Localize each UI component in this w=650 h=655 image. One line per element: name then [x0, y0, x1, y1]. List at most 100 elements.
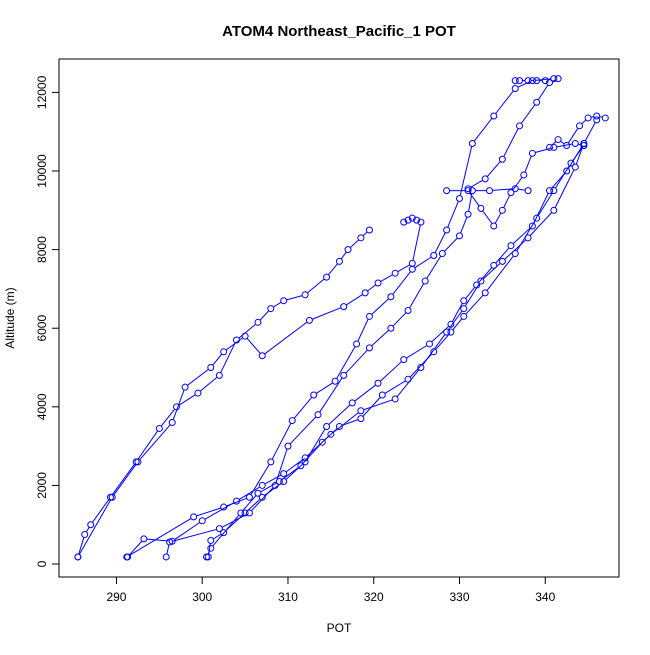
data-point — [207, 544, 215, 552]
series-line-segment — [529, 212, 553, 236]
data-point — [554, 136, 562, 144]
data-point — [533, 77, 541, 85]
data-point — [134, 458, 142, 466]
data-point — [524, 187, 532, 195]
data-point — [447, 328, 455, 336]
data-point — [335, 257, 343, 265]
data-point — [460, 297, 468, 305]
data-point — [365, 226, 373, 234]
series-line-segment — [281, 467, 299, 481]
series-line-segment — [264, 321, 308, 355]
data-point — [166, 538, 174, 546]
data-point — [498, 206, 506, 214]
y-axis-label: Altitude (m) — [3, 287, 17, 348]
series-1 — [74, 226, 373, 561]
data-point — [374, 379, 382, 387]
data-point — [490, 222, 498, 230]
data-point — [550, 75, 558, 83]
series-line-segment — [363, 399, 393, 411]
x-axis-label: POT — [327, 621, 352, 635]
data-point — [81, 531, 89, 539]
data-point — [528, 149, 536, 157]
series-line-segment — [345, 294, 363, 306]
data-point — [254, 489, 262, 497]
series-8 — [443, 139, 588, 230]
data-point — [203, 553, 211, 561]
data-point — [486, 187, 494, 195]
series-line-segment — [520, 104, 536, 124]
series-line-segment — [581, 119, 587, 125]
data-point — [327, 430, 335, 438]
x-tick-label: 340 — [535, 590, 555, 604]
series-line-segment — [354, 384, 376, 402]
series-line-segment — [260, 482, 278, 493]
series-line-segment — [225, 337, 243, 351]
data-point — [580, 139, 588, 147]
data-point — [404, 307, 412, 315]
series-2 — [74, 218, 425, 561]
data-point — [443, 187, 451, 195]
x-tick-label: 300 — [192, 590, 212, 604]
data-point — [387, 293, 395, 301]
y-tick-label: 10000 — [35, 154, 49, 188]
series-line-segment — [113, 463, 137, 496]
series-line-segment — [275, 448, 288, 483]
data-point — [443, 226, 451, 234]
series-line-segment — [285, 463, 304, 480]
data-point — [288, 417, 296, 425]
data-point — [490, 112, 498, 120]
data-point — [310, 391, 318, 399]
series-line-segment — [371, 329, 390, 347]
series-line-segment — [160, 408, 176, 427]
series-line-segment — [342, 419, 359, 426]
data-point — [490, 261, 498, 269]
data-point — [567, 159, 575, 167]
x-tick-label: 320 — [364, 590, 384, 604]
series-line-segment — [554, 169, 575, 208]
data-point — [207, 364, 215, 372]
data-point — [511, 77, 519, 85]
series-4 — [203, 141, 588, 561]
data-point — [464, 210, 472, 218]
series-line-segment — [380, 274, 393, 282]
data-point — [563, 141, 571, 149]
data-point — [344, 246, 352, 254]
series-line-segment — [464, 283, 480, 307]
series-line-segment — [473, 118, 493, 142]
y-tick-label: 4000 — [35, 393, 49, 420]
data-point — [550, 187, 558, 195]
data-point — [516, 77, 524, 85]
series-12 — [400, 214, 421, 226]
data-point — [421, 277, 429, 285]
series-line-segment — [554, 165, 570, 189]
series-line-segment — [220, 342, 236, 373]
series-line-segment — [468, 193, 473, 212]
series-line-segment — [307, 278, 325, 294]
data-point — [194, 389, 202, 397]
data-point — [301, 291, 309, 299]
series-line-segment — [238, 486, 260, 501]
series-line-segment — [271, 423, 292, 460]
data-point — [520, 171, 528, 179]
series-line-segment — [78, 537, 85, 555]
series-line-segment — [289, 416, 317, 445]
series-line-segment — [572, 147, 583, 162]
data-point — [438, 250, 446, 258]
data-point — [455, 195, 463, 203]
data-point — [447, 320, 455, 328]
data-point — [408, 214, 416, 222]
y-tick-label: 2000 — [35, 472, 49, 499]
data-point — [181, 383, 189, 391]
data-point — [477, 204, 485, 212]
series-layer — [74, 75, 609, 561]
data-point — [215, 371, 223, 379]
data-point — [335, 422, 343, 430]
series-6 — [162, 185, 532, 561]
data-point — [584, 114, 592, 122]
series-line-segment — [340, 251, 347, 260]
data-point — [550, 143, 558, 151]
series-line-segment — [221, 513, 247, 528]
data-point — [357, 234, 365, 242]
data-point — [258, 481, 266, 489]
